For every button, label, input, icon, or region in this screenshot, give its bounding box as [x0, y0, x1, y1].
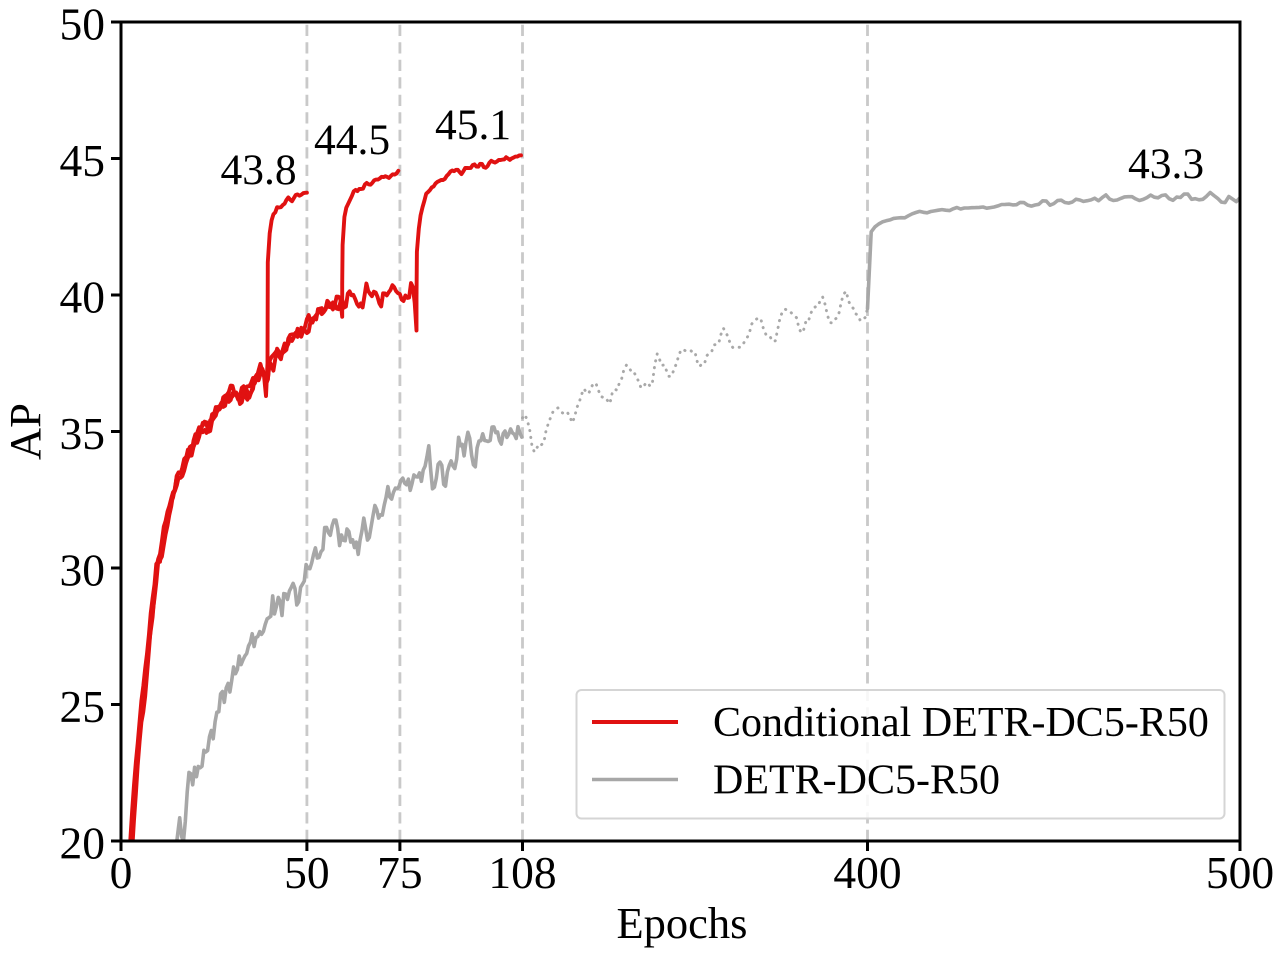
svg-text:35: 35 [60, 408, 106, 459]
svg-text:44.5: 44.5 [314, 116, 390, 164]
svg-text:DETR-DC5-R50: DETR-DC5-R50 [713, 758, 1000, 804]
svg-text:40: 40 [60, 272, 106, 323]
svg-text:400: 400 [833, 847, 901, 898]
svg-text:Conditional DETR-DC5-R50: Conditional DETR-DC5-R50 [713, 700, 1209, 746]
svg-text:45: 45 [60, 135, 106, 186]
svg-text:20: 20 [60, 818, 106, 869]
svg-text:30: 30 [60, 545, 106, 596]
svg-text:500: 500 [1206, 847, 1274, 898]
svg-text:0: 0 [110, 847, 133, 898]
svg-text:50: 50 [60, 0, 106, 50]
svg-text:43.8: 43.8 [220, 146, 296, 194]
svg-text:43.3: 43.3 [1128, 140, 1204, 188]
svg-text:Epochs: Epochs [616, 898, 747, 948]
svg-text:45.1: 45.1 [435, 101, 511, 149]
svg-text:50: 50 [284, 847, 330, 898]
svg-text:25: 25 [60, 681, 106, 732]
svg-text:75: 75 [377, 847, 423, 898]
svg-text:AP: AP [0, 403, 50, 460]
svg-text:108: 108 [488, 847, 556, 898]
